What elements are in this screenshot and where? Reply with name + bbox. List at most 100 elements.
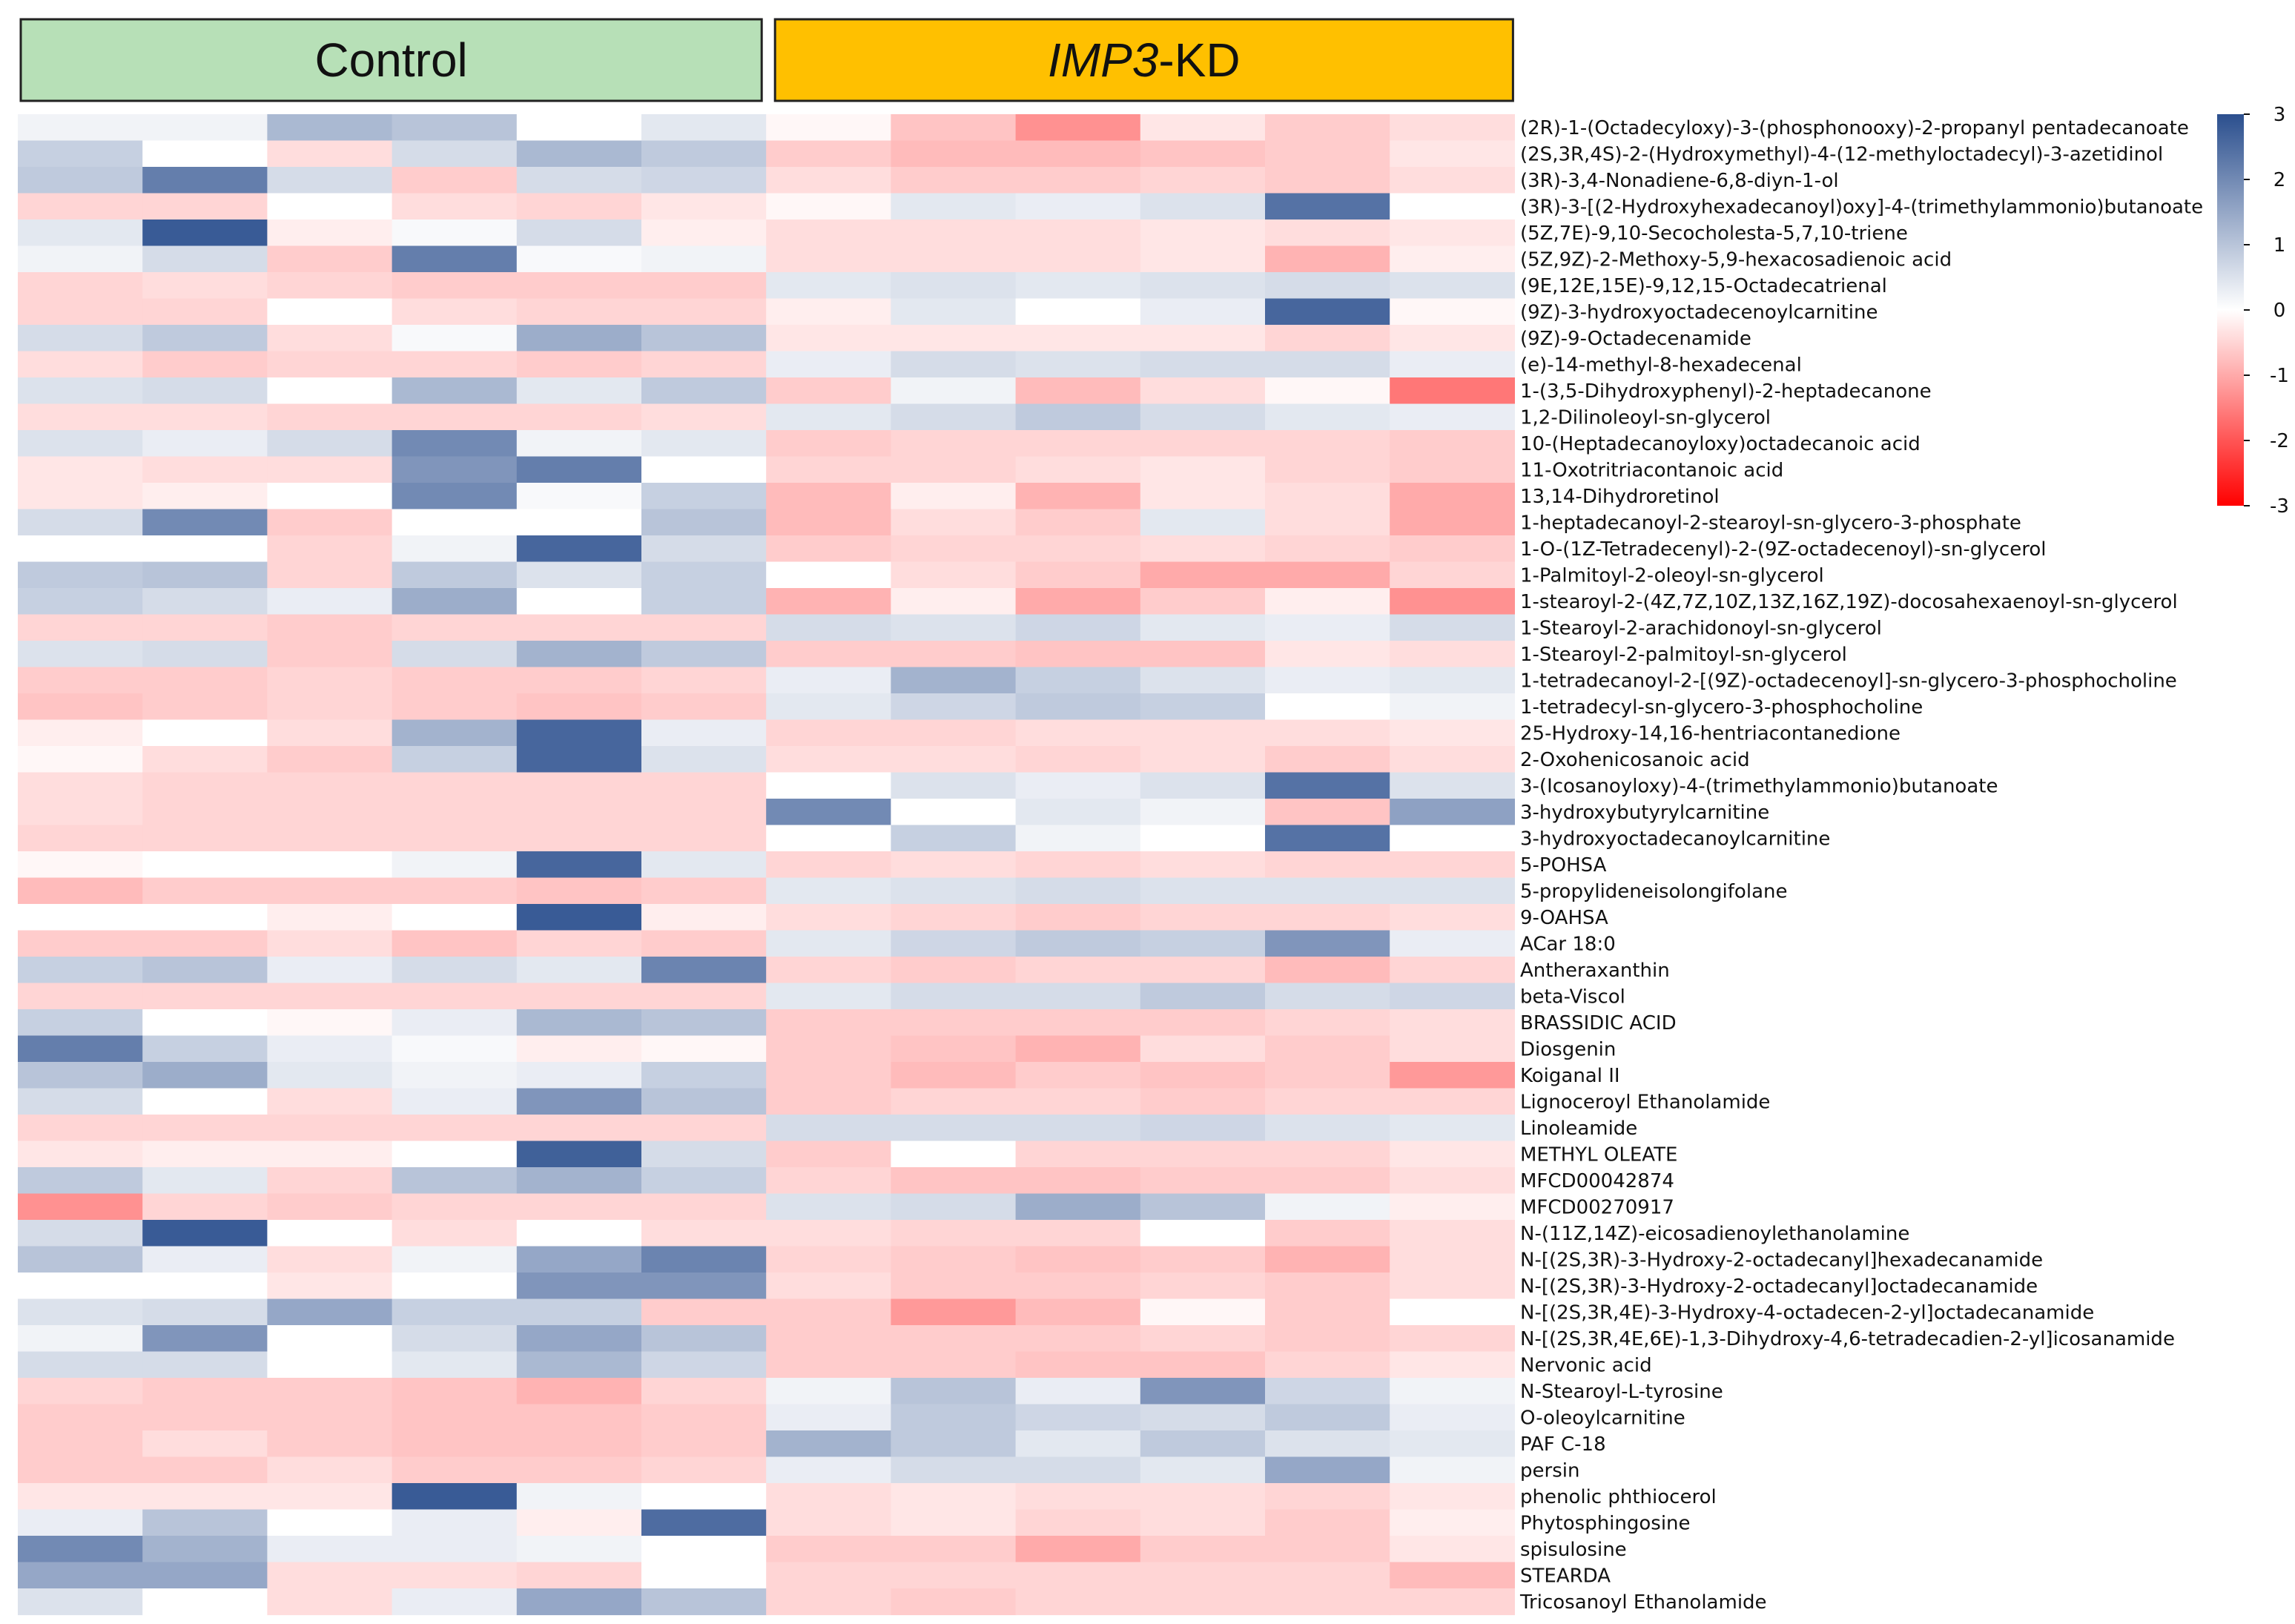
heatmap-cell xyxy=(18,1246,143,1273)
heatmap-cell xyxy=(641,1509,767,1536)
heatmap-cells xyxy=(18,114,1515,1616)
heatmap-cell xyxy=(1265,377,1390,405)
heatmap-cell xyxy=(392,1009,518,1037)
heatmap-cell xyxy=(516,298,642,326)
heatmap-cell xyxy=(392,877,518,905)
heatmap-cell xyxy=(766,325,891,352)
heatmap-cell xyxy=(267,1588,393,1616)
heatmap-cell xyxy=(1265,1273,1390,1300)
heatmap-cell xyxy=(1265,799,1390,826)
heatmap-cell xyxy=(766,588,891,615)
heatmap-cell xyxy=(267,746,393,773)
heatmap-cell xyxy=(516,588,642,615)
heatmap-cell xyxy=(766,641,891,668)
heatmap-cell xyxy=(267,140,393,168)
heatmap-cell xyxy=(267,772,393,799)
heatmap-cell xyxy=(1015,1456,1141,1484)
heatmap-cell xyxy=(267,430,393,458)
heatmap-cell xyxy=(18,1536,143,1563)
heatmap-cell xyxy=(1015,1220,1141,1247)
heatmap-cell xyxy=(1265,1009,1390,1037)
heatmap-cell xyxy=(766,1167,891,1195)
heatmap-cell xyxy=(1390,1509,1515,1536)
heatmap-cell xyxy=(516,509,642,536)
heatmap-cell xyxy=(1015,140,1141,168)
heatmap-cell xyxy=(1265,535,1390,563)
heatmap-cell xyxy=(1390,1298,1515,1326)
heatmap-cell xyxy=(516,614,642,641)
heatmap-cell xyxy=(516,1273,642,1300)
row-label: 10-(Heptadecanoyloxy)octadecanoic acid xyxy=(1520,433,1921,455)
heatmap-cell xyxy=(1390,667,1515,694)
row-label: 1-Palmitoyl-2-oleoyl-sn-glycerol xyxy=(1520,564,1824,587)
heatmap-cell xyxy=(18,1193,143,1221)
heatmap-cell xyxy=(1140,904,1266,931)
heatmap-cell xyxy=(516,1325,642,1353)
heatmap-cell xyxy=(1265,957,1390,984)
heatmap-cell xyxy=(891,1378,1017,1405)
heatmap-cell xyxy=(1390,614,1515,641)
heatmap-cell xyxy=(1015,957,1141,984)
heatmap-cell xyxy=(1390,430,1515,458)
heatmap-cell xyxy=(891,825,1017,852)
heatmap-cell xyxy=(142,1404,268,1431)
heatmap-cell xyxy=(1265,1325,1390,1353)
heatmap-cell xyxy=(641,588,767,615)
heatmap-cell xyxy=(267,641,393,668)
heatmap-cell xyxy=(1140,377,1266,405)
heatmap-cell xyxy=(1015,298,1141,326)
row-labels: (2R)-1-(Octadecyloxy)-3-(phosphonooxy)-2… xyxy=(1519,117,2203,1614)
heatmap-cell xyxy=(766,877,891,905)
heatmap-cell xyxy=(18,1483,143,1511)
heatmap-cell xyxy=(392,719,518,747)
heatmap-cell xyxy=(641,114,767,142)
heatmap-cell xyxy=(392,561,518,589)
heatmap-cell xyxy=(392,983,518,1010)
heatmap-cell xyxy=(1015,325,1141,352)
heatmap-cell xyxy=(18,641,143,668)
row-label: Linoleamide xyxy=(1520,1118,1637,1140)
heatmap-cell xyxy=(267,1536,393,1563)
row-label: MFCD00042874 xyxy=(1520,1170,1674,1192)
heatmap-cell xyxy=(267,456,393,483)
heatmap-cell xyxy=(1015,1430,1141,1458)
heatmap-cell xyxy=(1015,904,1141,931)
heatmap-cell xyxy=(516,983,642,1010)
heatmap-cell xyxy=(1015,509,1141,536)
heatmap-cell xyxy=(392,1588,518,1616)
heatmap-cell xyxy=(142,904,268,931)
heatmap-cell xyxy=(267,877,393,905)
row-label: N-Stearoyl-L-tyrosine xyxy=(1520,1381,1723,1403)
heatmap-cell xyxy=(267,1351,393,1379)
heatmap-cell xyxy=(267,1456,393,1484)
heatmap-cell xyxy=(142,535,268,563)
heatmap-cell xyxy=(142,1141,268,1168)
heatmap-cell xyxy=(392,219,518,247)
heatmap-cell xyxy=(516,1141,642,1168)
heatmap-cell xyxy=(641,1588,767,1616)
heatmap-cell xyxy=(766,851,891,879)
heatmap-cell xyxy=(1390,298,1515,326)
heatmap-cell xyxy=(891,1351,1017,1379)
heatmap-cell xyxy=(516,483,642,510)
heatmap-cell xyxy=(641,140,767,168)
heatmap-cell xyxy=(18,1456,143,1484)
heatmap-cell xyxy=(891,298,1017,326)
heatmap-cell xyxy=(392,403,518,431)
heatmap-cell xyxy=(392,114,518,142)
heatmap-cell xyxy=(142,1167,268,1195)
heatmap-cell xyxy=(392,1325,518,1353)
heatmap-cell xyxy=(1015,1246,1141,1273)
heatmap-cell xyxy=(392,140,518,168)
heatmap-cell xyxy=(1265,403,1390,431)
heatmap-cell xyxy=(1265,561,1390,589)
heatmap-cell xyxy=(392,509,518,536)
heatmap-cell xyxy=(18,772,143,799)
row-label: (3R)-3-[(2-Hydroxyhexadecanoyl)oxy]-4-(t… xyxy=(1520,196,2203,218)
heatmap-cell xyxy=(1390,1378,1515,1405)
heatmap-cell xyxy=(1390,1325,1515,1353)
heatmap-cell xyxy=(766,1404,891,1431)
heatmap-cell xyxy=(1390,325,1515,352)
heatmap-cell xyxy=(641,746,767,773)
heatmap-cell xyxy=(18,1141,143,1168)
